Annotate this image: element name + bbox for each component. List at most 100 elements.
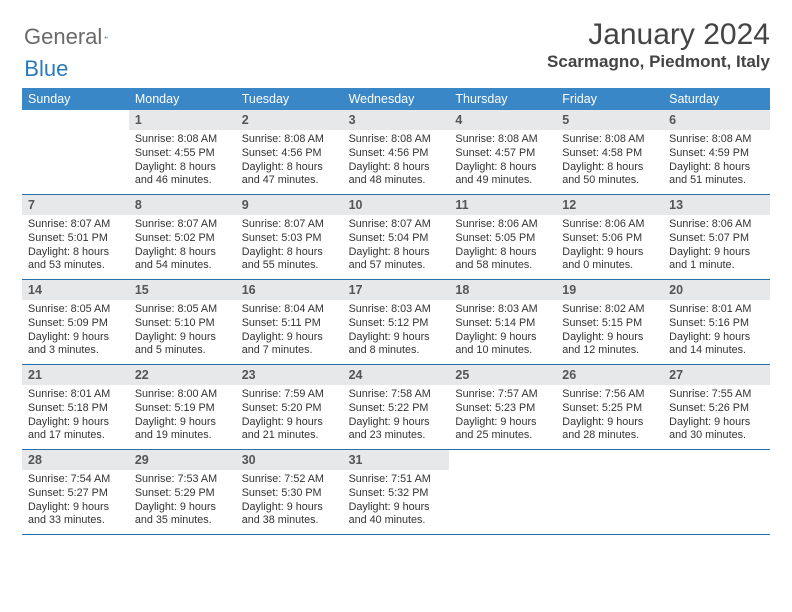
sunrise-text: Sunrise: 8:07 AM xyxy=(349,218,444,232)
daylight-text-1: Daylight: 9 hours xyxy=(28,416,123,430)
daylight-text-1: Daylight: 9 hours xyxy=(562,246,657,260)
day-header: Saturday xyxy=(663,88,770,110)
sunrise-text: Sunrise: 8:08 AM xyxy=(242,133,337,147)
day-details: Sunrise: 8:04 AMSunset: 5:11 PMDaylight:… xyxy=(236,300,343,362)
day-cell: 3Sunrise: 8:08 AMSunset: 4:56 PMDaylight… xyxy=(343,110,450,194)
sunset-text: Sunset: 4:55 PM xyxy=(135,147,230,161)
daylight-text-1: Daylight: 9 hours xyxy=(669,246,764,260)
day-details: Sunrise: 8:05 AMSunset: 5:09 PMDaylight:… xyxy=(22,300,129,362)
daylight-text-2: and 10 minutes. xyxy=(455,344,550,358)
day-number: 7 xyxy=(22,195,129,215)
day-number: 5 xyxy=(556,110,663,130)
day-number xyxy=(22,110,129,130)
day-header: Wednesday xyxy=(343,88,450,110)
day-cell: 27Sunrise: 7:55 AMSunset: 5:26 PMDayligh… xyxy=(663,365,770,449)
day-details: Sunrise: 7:55 AMSunset: 5:26 PMDaylight:… xyxy=(663,385,770,447)
day-cell: 30Sunrise: 7:52 AMSunset: 5:30 PMDayligh… xyxy=(236,450,343,534)
sunrise-text: Sunrise: 8:08 AM xyxy=(349,133,444,147)
daylight-text-1: Daylight: 8 hours xyxy=(135,246,230,260)
day-details: Sunrise: 8:07 AMSunset: 5:02 PMDaylight:… xyxy=(129,215,236,277)
day-details: Sunrise: 8:08 AMSunset: 4:57 PMDaylight:… xyxy=(449,130,556,192)
daylight-text-1: Daylight: 9 hours xyxy=(562,331,657,345)
day-details: Sunrise: 8:08 AMSunset: 4:56 PMDaylight:… xyxy=(343,130,450,192)
daylight-text-2: and 57 minutes. xyxy=(349,259,444,273)
sunset-text: Sunset: 5:02 PM xyxy=(135,232,230,246)
day-number: 28 xyxy=(22,450,129,470)
day-cell: 24Sunrise: 7:58 AMSunset: 5:22 PMDayligh… xyxy=(343,365,450,449)
day-cell xyxy=(449,450,556,534)
day-number: 13 xyxy=(663,195,770,215)
sunset-text: Sunset: 5:25 PM xyxy=(562,402,657,416)
day-cell: 16Sunrise: 8:04 AMSunset: 5:11 PMDayligh… xyxy=(236,280,343,364)
day-details: Sunrise: 7:52 AMSunset: 5:30 PMDaylight:… xyxy=(236,470,343,532)
day-cell: 17Sunrise: 8:03 AMSunset: 5:12 PMDayligh… xyxy=(343,280,450,364)
day-cell xyxy=(663,450,770,534)
daylight-text-2: and 40 minutes. xyxy=(349,514,444,528)
day-number: 9 xyxy=(236,195,343,215)
day-cell xyxy=(22,110,129,194)
sunrise-text: Sunrise: 8:06 AM xyxy=(455,218,550,232)
day-details: Sunrise: 7:57 AMSunset: 5:23 PMDaylight:… xyxy=(449,385,556,447)
day-header: Monday xyxy=(129,88,236,110)
daylight-text-1: Daylight: 8 hours xyxy=(562,161,657,175)
day-header: Thursday xyxy=(449,88,556,110)
day-cell: 12Sunrise: 8:06 AMSunset: 5:06 PMDayligh… xyxy=(556,195,663,279)
sunset-text: Sunset: 5:10 PM xyxy=(135,317,230,331)
daylight-text-1: Daylight: 8 hours xyxy=(669,161,764,175)
daylight-text-2: and 3 minutes. xyxy=(28,344,123,358)
day-details: Sunrise: 8:00 AMSunset: 5:19 PMDaylight:… xyxy=(129,385,236,447)
day-number: 25 xyxy=(449,365,556,385)
day-cell: 23Sunrise: 7:59 AMSunset: 5:20 PMDayligh… xyxy=(236,365,343,449)
day-number: 22 xyxy=(129,365,236,385)
day-header: Friday xyxy=(556,88,663,110)
sunrise-text: Sunrise: 7:55 AM xyxy=(669,388,764,402)
sunset-text: Sunset: 5:18 PM xyxy=(28,402,123,416)
day-number: 24 xyxy=(343,365,450,385)
daylight-text-2: and 0 minutes. xyxy=(562,259,657,273)
day-details: Sunrise: 8:05 AMSunset: 5:10 PMDaylight:… xyxy=(129,300,236,362)
sunrise-text: Sunrise: 8:07 AM xyxy=(135,218,230,232)
sunrise-text: Sunrise: 8:05 AM xyxy=(135,303,230,317)
day-number: 27 xyxy=(663,365,770,385)
daylight-text-1: Daylight: 8 hours xyxy=(242,246,337,260)
day-number: 23 xyxy=(236,365,343,385)
daylight-text-1: Daylight: 9 hours xyxy=(349,501,444,515)
day-number: 15 xyxy=(129,280,236,300)
day-cell: 28Sunrise: 7:54 AMSunset: 5:27 PMDayligh… xyxy=(22,450,129,534)
week-row: 21Sunrise: 8:01 AMSunset: 5:18 PMDayligh… xyxy=(22,365,770,450)
daylight-text-1: Daylight: 8 hours xyxy=(455,246,550,260)
sunset-text: Sunset: 5:26 PM xyxy=(669,402,764,416)
day-number: 21 xyxy=(22,365,129,385)
day-number xyxy=(556,450,663,470)
daylight-text-2: and 21 minutes. xyxy=(242,429,337,443)
day-number: 30 xyxy=(236,450,343,470)
logo-sail-icon xyxy=(104,28,108,46)
daylight-text-2: and 58 minutes. xyxy=(455,259,550,273)
day-number: 4 xyxy=(449,110,556,130)
day-number: 31 xyxy=(343,450,450,470)
sunrise-text: Sunrise: 7:59 AM xyxy=(242,388,337,402)
day-number: 2 xyxy=(236,110,343,130)
sunset-text: Sunset: 5:05 PM xyxy=(455,232,550,246)
day-cell: 26Sunrise: 7:56 AMSunset: 5:25 PMDayligh… xyxy=(556,365,663,449)
sunset-text: Sunset: 5:32 PM xyxy=(349,487,444,501)
daylight-text-2: and 55 minutes. xyxy=(242,259,337,273)
day-details: Sunrise: 7:58 AMSunset: 5:22 PMDaylight:… xyxy=(343,385,450,447)
sunset-text: Sunset: 5:15 PM xyxy=(562,317,657,331)
sunrise-text: Sunrise: 8:07 AM xyxy=(28,218,123,232)
sunset-text: Sunset: 4:56 PM xyxy=(349,147,444,161)
day-cell: 11Sunrise: 8:06 AMSunset: 5:05 PMDayligh… xyxy=(449,195,556,279)
day-number: 19 xyxy=(556,280,663,300)
sunrise-text: Sunrise: 8:05 AM xyxy=(28,303,123,317)
daylight-text-2: and 5 minutes. xyxy=(135,344,230,358)
logo-text-blue: Blue xyxy=(24,56,68,82)
day-number: 1 xyxy=(129,110,236,130)
day-cell xyxy=(556,450,663,534)
sunset-text: Sunset: 5:14 PM xyxy=(455,317,550,331)
day-cell: 6Sunrise: 8:08 AMSunset: 4:59 PMDaylight… xyxy=(663,110,770,194)
daylight-text-2: and 33 minutes. xyxy=(28,514,123,528)
sunset-text: Sunset: 5:04 PM xyxy=(349,232,444,246)
day-number: 18 xyxy=(449,280,556,300)
daylight-text-2: and 46 minutes. xyxy=(135,174,230,188)
daylight-text-1: Daylight: 9 hours xyxy=(349,416,444,430)
